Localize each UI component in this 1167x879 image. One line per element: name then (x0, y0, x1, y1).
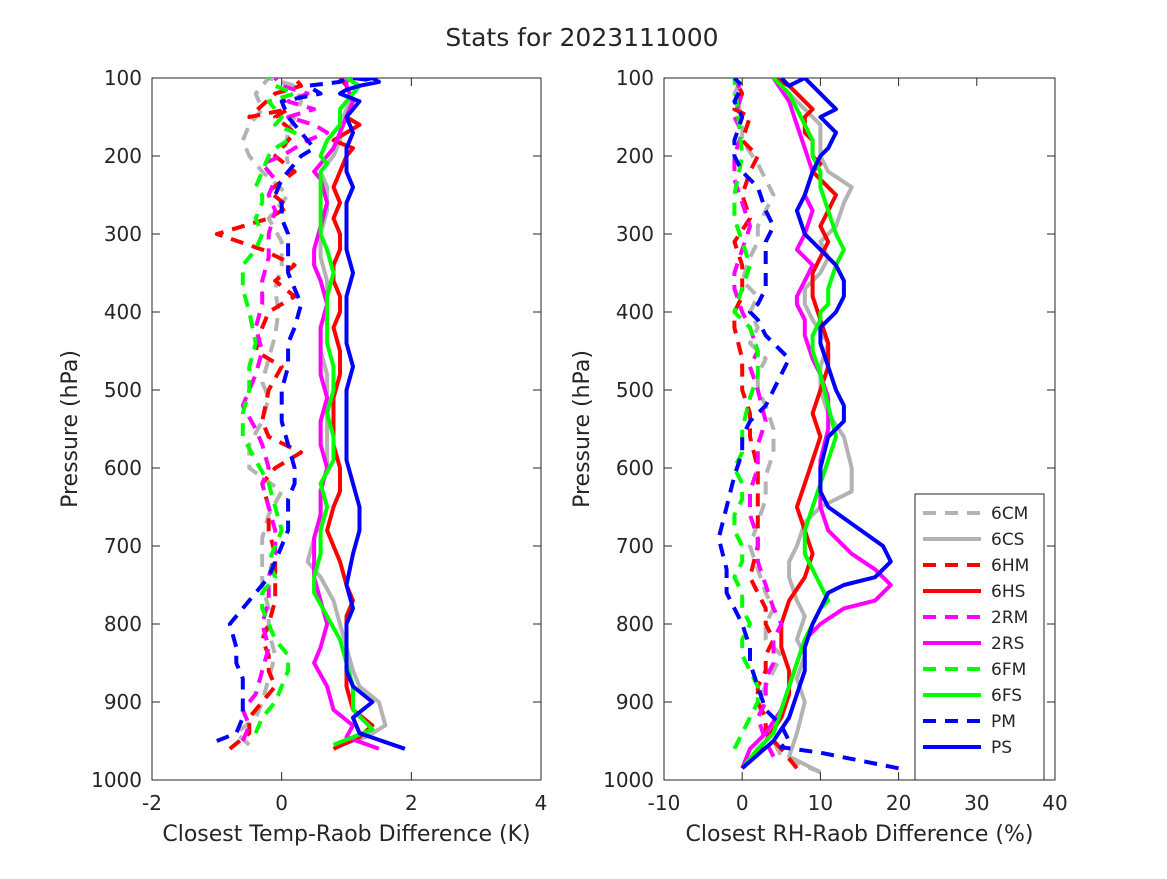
y-tick-label: 900 (616, 690, 654, 714)
legend-label-2rs: 2RS (991, 634, 1024, 654)
series-line-6hm (214, 78, 304, 751)
temp-difference-panel: -2 0 2 4 100 200 300 400 500 600 700 800 900 1000 Clos… (58, 66, 547, 847)
x-axis-label: Closest RH-Raob Difference (%) (686, 822, 1034, 847)
legend-label-6hm: 6HM (991, 556, 1029, 576)
x-tick-label: 30 (964, 791, 989, 815)
y-axis-label: Pressure (hPa) (570, 350, 595, 508)
legend-label-6fs: 6FS (991, 686, 1022, 706)
series-group (214, 78, 406, 751)
y-tick-label: 300 (616, 222, 654, 246)
x-tick-label: -10 (648, 791, 681, 815)
y-tick-label: 400 (104, 300, 142, 324)
y-tick-label: 200 (616, 144, 654, 168)
y-tick-label: 600 (616, 456, 654, 480)
x-tick-label: 4 (535, 791, 548, 815)
y-tick-label: 700 (616, 534, 654, 558)
y-tick-label: 100 (616, 66, 654, 90)
figure-title: Stats for 2023111000 (445, 23, 718, 52)
y-tick-label: 800 (616, 612, 654, 636)
rh-difference-panel: -10 0 10 20 30 40 100 200 300 400 500 600 700 800 900 1… (570, 66, 1068, 847)
x-tick-label: 20 (886, 791, 911, 815)
series-line-6cm (234, 78, 304, 747)
y-tick-label: 1000 (91, 768, 142, 792)
x-axis-label: Closest Temp-Raob Difference (K) (162, 822, 530, 847)
legend-label-6cs: 6CS (991, 530, 1024, 550)
y-tick-label: 700 (104, 534, 142, 558)
x-tick-label: 2 (405, 791, 418, 815)
x-tick-label: 40 (1042, 791, 1067, 815)
y-tick-label: 100 (104, 66, 142, 90)
series-line-pm (716, 78, 899, 771)
series-line-2rs (312, 78, 380, 751)
legend-label-ps: PS (991, 738, 1012, 758)
y-tick-label: 1000 (603, 768, 654, 792)
series-line-ps (338, 78, 406, 751)
series-line-6hm (732, 78, 799, 770)
series-line-pm (216, 78, 348, 743)
legend-label-pm: PM (991, 712, 1016, 732)
legend-label-6hs: 6HS (991, 582, 1025, 602)
x-tick-label: 0 (736, 791, 749, 815)
y-tick-label: 400 (616, 300, 654, 324)
y-tick-label: 500 (104, 378, 142, 402)
legend-box (914, 493, 1045, 781)
x-tick-label: -2 (142, 791, 162, 815)
legend-label-6cm: 6CM (991, 504, 1028, 524)
y-tick-label: 900 (104, 690, 142, 714)
x-tick-label: 0 (275, 791, 288, 815)
series-line-6fm (732, 78, 760, 750)
legend-label-6fm: 6FM (991, 660, 1026, 680)
y-tick-label: 200 (104, 144, 142, 168)
series-line-6fs (312, 78, 375, 747)
series-line-6fm (240, 78, 297, 734)
y-tick-label: 300 (104, 222, 142, 246)
y-tick-label: 800 (104, 612, 142, 636)
series-group (716, 78, 899, 775)
series-line-6fs (740, 78, 846, 770)
y-tick-label: 500 (616, 378, 654, 402)
legend: 6CM 6CS 6HM 6HS 2RM 2RS 6FM 6FS PM PS (914, 493, 1045, 781)
legend-label-2rm: 2RM (991, 608, 1028, 628)
series-line-ps (740, 78, 893, 770)
y-tick-label: 600 (104, 456, 142, 480)
y-axis-label: Pressure (hPa) (58, 350, 83, 508)
x-tick-label: 10 (808, 791, 833, 815)
